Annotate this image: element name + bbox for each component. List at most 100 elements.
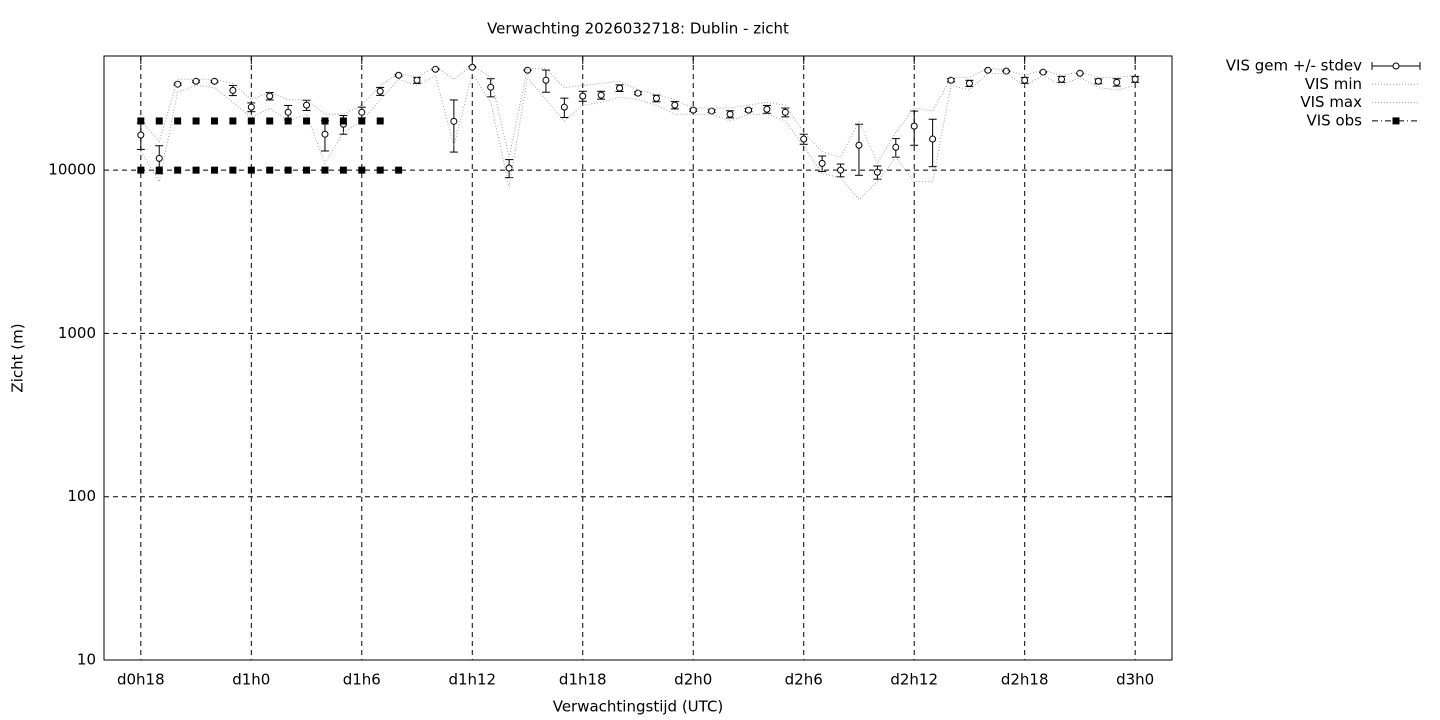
- data-point: [597, 91, 605, 99]
- data-point: [247, 103, 255, 111]
- data-point: [321, 166, 329, 174]
- legend-swatch: [1392, 117, 1400, 125]
- data-point: [321, 117, 329, 125]
- data-point: [174, 117, 182, 125]
- data-point: [376, 117, 384, 125]
- data-point: [247, 117, 255, 125]
- data-point: [929, 135, 937, 143]
- data-point: [247, 166, 255, 174]
- data-point: [708, 107, 716, 115]
- x-tick-label: d2h18: [1001, 671, 1049, 689]
- data-point: [358, 166, 366, 174]
- data-point: [192, 77, 200, 85]
- data-point: [855, 141, 863, 149]
- data-point: [1131, 75, 1139, 83]
- y-tick-label: 10000: [48, 161, 96, 179]
- data-point: [413, 76, 421, 84]
- data-point: [321, 130, 329, 138]
- data-point: [431, 65, 439, 73]
- x-tick-label: d2h0: [674, 671, 712, 689]
- data-point: [303, 166, 311, 174]
- x-tick-label: d2h6: [785, 671, 823, 689]
- data-point: [137, 166, 145, 174]
- data-point: [579, 92, 587, 100]
- data-point: [873, 168, 881, 176]
- data-point: [155, 154, 163, 162]
- data-point: [266, 92, 274, 100]
- data-point: [1021, 76, 1029, 84]
- data-point: [376, 87, 384, 95]
- data-point: [781, 108, 789, 116]
- data-point: [376, 166, 384, 174]
- data-point: [266, 166, 274, 174]
- data-point: [192, 117, 200, 125]
- data-point: [671, 101, 679, 109]
- data-point: [266, 117, 274, 125]
- data-point: [395, 71, 403, 79]
- data-point: [358, 117, 366, 125]
- data-point: [487, 83, 495, 91]
- data-point: [468, 63, 476, 71]
- data-point: [1039, 68, 1047, 76]
- data-point: [1094, 77, 1102, 85]
- y-tick-label: 100: [67, 487, 96, 505]
- x-axis-label: Verwachtingstijd (UTC): [553, 698, 724, 716]
- data-point: [1058, 75, 1066, 83]
- error-bar: [449, 99, 458, 153]
- data-point: [800, 135, 808, 143]
- data-point: [339, 166, 347, 174]
- data-point: [542, 76, 550, 84]
- data-point: [284, 166, 292, 174]
- data-point: [358, 108, 366, 116]
- error-bar: [854, 123, 863, 176]
- data-point: [303, 117, 311, 125]
- data-point: [339, 117, 347, 125]
- data-point: [616, 84, 624, 92]
- data-point: [652, 94, 660, 102]
- data-point: [837, 166, 845, 174]
- data-point: [524, 66, 532, 74]
- data-point: [303, 101, 311, 109]
- data-point: [910, 122, 918, 130]
- data-point: [284, 108, 292, 116]
- x-tick-label: d1h18: [559, 671, 607, 689]
- data-point: [174, 80, 182, 88]
- data-point: [137, 117, 145, 125]
- legend-label: VIS max: [1300, 93, 1362, 111]
- x-tick-label: d2h12: [890, 671, 938, 689]
- error-bar: [928, 118, 937, 168]
- y-tick-label: 1000: [58, 324, 96, 342]
- data-point: [229, 166, 237, 174]
- data-point: [818, 159, 826, 167]
- y-tick-label: 10: [77, 651, 96, 669]
- data-point: [174, 166, 182, 174]
- data-point: [1076, 69, 1084, 77]
- data-point: [192, 166, 200, 174]
- data-point: [763, 105, 771, 113]
- data-point: [892, 143, 900, 151]
- data-point: [965, 79, 973, 87]
- data-point: [1113, 78, 1121, 86]
- data-point: [689, 106, 697, 114]
- data-point: [155, 117, 163, 125]
- data-point: [229, 86, 237, 94]
- legend-label: VIS gem +/- stdev: [1226, 57, 1362, 75]
- data-point: [560, 103, 568, 111]
- data-point: [744, 106, 752, 114]
- x-tick-label: d1h6: [343, 671, 381, 689]
- x-tick-label: d1h12: [448, 671, 496, 689]
- y-axis-label: Zicht (m): [9, 323, 27, 392]
- chart-title: Verwachting 2026032718: Dublin - zicht: [487, 20, 789, 38]
- data-point: [137, 131, 145, 139]
- legend-swatch: [1392, 62, 1400, 70]
- data-point: [395, 166, 403, 174]
- data-point: [155, 166, 163, 174]
- data-point: [505, 164, 513, 172]
- data-point: [229, 117, 237, 125]
- data-point: [450, 117, 458, 125]
- x-tick-label: d1h0: [232, 671, 270, 689]
- data-point: [210, 166, 218, 174]
- data-point: [947, 76, 955, 84]
